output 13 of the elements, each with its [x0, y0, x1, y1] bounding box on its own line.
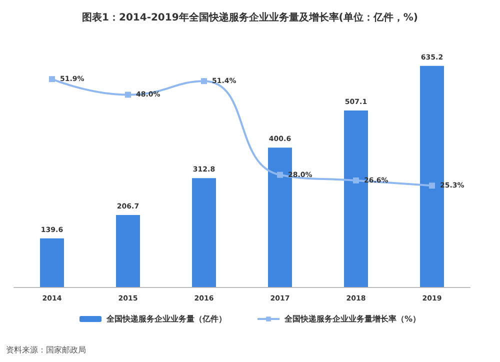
bar — [192, 178, 216, 287]
point — [429, 182, 435, 189]
chart-title: 图表1：2014-2019年全国快递服务企业业务量及增长率(单位：亿件，%) — [82, 12, 418, 24]
legend-label: 全国快递服务企业业务量增长率（%） — [283, 314, 421, 324]
point — [201, 78, 207, 84]
point — [353, 177, 359, 184]
text: 资料来源：国家邮政局 — [6, 346, 86, 354]
point — [277, 172, 283, 178]
legend-label: 全国快递服务企业业务量（亿件） — [105, 314, 226, 324]
bar — [40, 238, 64, 287]
bar — [116, 215, 140, 287]
point — [49, 76, 55, 82]
point — [125, 92, 131, 98]
